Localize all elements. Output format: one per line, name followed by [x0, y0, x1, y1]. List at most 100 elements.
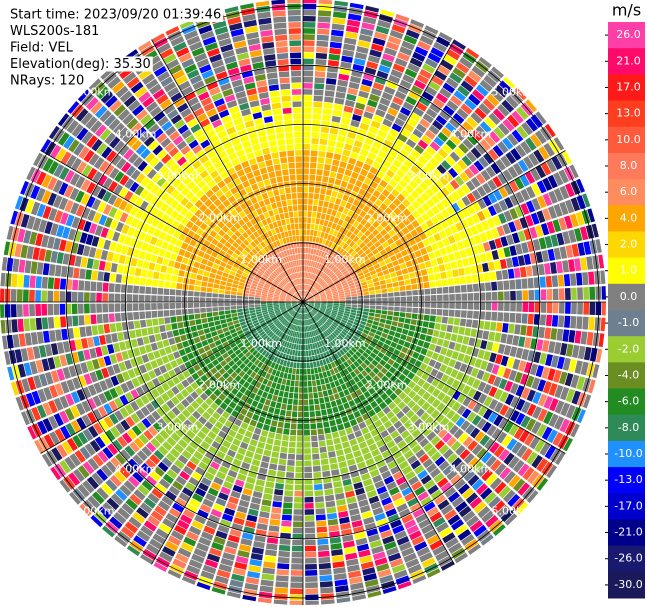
velocity-cell	[142, 372, 151, 383]
velocity-cell	[369, 195, 378, 203]
velocity-cell	[447, 235, 456, 245]
velocity-cell	[161, 457, 173, 468]
velocity-cell	[360, 472, 371, 481]
velocity-cell	[217, 492, 229, 501]
velocity-cell	[502, 323, 509, 333]
velocity-cell	[145, 278, 153, 287]
velocity-cell	[309, 235, 313, 242]
velocity-cell	[350, 391, 358, 399]
velocity-cell	[398, 212, 407, 221]
velocity-cell	[173, 524, 187, 536]
velocity-cell	[460, 184, 471, 195]
velocity-cell	[374, 252, 382, 259]
velocity-cell	[270, 348, 276, 355]
velocity-cell	[320, 297, 327, 299]
velocity-cell	[148, 262, 156, 271]
velocity-cell	[97, 450, 109, 463]
velocity-cell	[308, 303, 315, 305]
velocity-cell	[368, 225, 376, 233]
velocity-cell	[437, 131, 449, 143]
velocity-cell	[47, 357, 56, 370]
velocity-cell	[127, 275, 135, 285]
velocity-cell	[312, 205, 318, 212]
velocity-cell	[389, 179, 398, 188]
velocity-cell	[186, 245, 194, 253]
velocity-cell	[359, 210, 367, 218]
velocity-cell	[286, 335, 290, 342]
velocity-cell	[153, 562, 168, 572]
velocity-cell	[152, 422, 163, 433]
velocity-cell	[315, 303, 321, 305]
velocity-cell	[271, 507, 282, 514]
velocity-cell	[369, 352, 377, 359]
velocity-cell	[133, 535, 147, 548]
velocity-cell	[255, 447, 264, 455]
velocity-cell	[127, 368, 136, 379]
velocity-cell	[461, 302, 468, 310]
velocity-cell	[509, 410, 520, 423]
velocity-cell	[258, 416, 266, 424]
velocity-cell	[126, 294, 133, 302]
velocity-cell	[359, 262, 366, 268]
velocity-cell	[305, 291, 308, 297]
velocity-cell	[251, 340, 258, 347]
velocity-cell	[145, 475, 158, 487]
velocity-cell	[494, 401, 504, 414]
velocity-cell	[511, 129, 524, 143]
velocity-cell	[65, 291, 72, 302]
velocity-cell	[317, 312, 323, 317]
velocity-cell	[418, 518, 431, 529]
velocity-cell	[316, 313, 322, 318]
velocity-cell	[371, 259, 379, 266]
velocity-cell	[16, 289, 23, 302]
velocity-cell	[443, 171, 454, 182]
velocity-cell	[577, 409, 586, 424]
velocity-cell	[238, 544, 252, 553]
velocity-cell	[218, 298, 224, 302]
velocity-cell	[359, 278, 367, 283]
velocity-cell	[384, 113, 396, 122]
velocity-cell	[139, 553, 154, 565]
velocity-cell	[525, 265, 533, 277]
velocity-cell	[312, 291, 318, 296]
velocity-cell	[303, 144, 311, 150]
velocity-cell	[300, 314, 302, 320]
velocity-cell	[342, 174, 350, 183]
velocity-cell	[531, 198, 541, 211]
velocity-cell	[361, 317, 368, 323]
velocity-cell	[41, 304, 48, 316]
velocity-cell	[66, 315, 73, 327]
velocity-cell	[209, 272, 216, 279]
velocity-cell	[285, 328, 290, 335]
velocity-cell	[231, 523, 244, 532]
velocity-cell	[394, 302, 400, 307]
velocity-cell	[379, 574, 394, 584]
velocity-cell	[517, 255, 526, 266]
velocity-cell	[311, 289, 317, 294]
velocity-cell	[202, 498, 214, 508]
velocity-cell	[443, 302, 449, 309]
velocity-cell	[437, 302, 443, 309]
velocity-cell	[255, 294, 261, 298]
velocity-cell	[312, 308, 318, 313]
velocity-cell	[528, 289, 535, 301]
velocity-cell	[331, 222, 337, 230]
velocity-cell	[175, 553, 189, 564]
velocity-cell	[517, 159, 529, 173]
velocity-cell	[303, 326, 305, 332]
velocity-cell	[407, 62, 420, 73]
velocity-cell	[42, 157, 54, 172]
velocity-cell	[36, 404, 47, 419]
velocity-cell	[553, 203, 563, 218]
velocity-cell	[299, 320, 302, 326]
velocity-cell	[483, 396, 493, 407]
velocity-cell	[317, 163, 324, 170]
velocity-cell	[291, 411, 298, 418]
velocity-cell	[372, 161, 381, 170]
velocity-cell	[282, 326, 287, 333]
velocity-cell	[436, 309, 443, 316]
velocity-cell	[286, 294, 292, 298]
velocity-cell	[212, 302, 218, 307]
velocity-cell	[345, 274, 352, 280]
velocity-cell	[175, 255, 184, 263]
